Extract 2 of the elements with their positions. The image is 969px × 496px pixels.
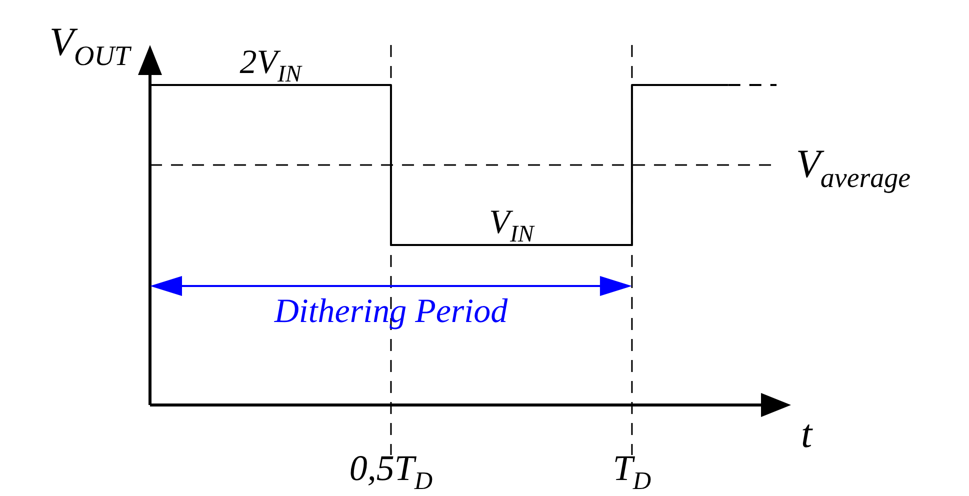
annotation: Dithering Period: [273, 293, 509, 330]
x-axis-title: t: [801, 411, 813, 456]
